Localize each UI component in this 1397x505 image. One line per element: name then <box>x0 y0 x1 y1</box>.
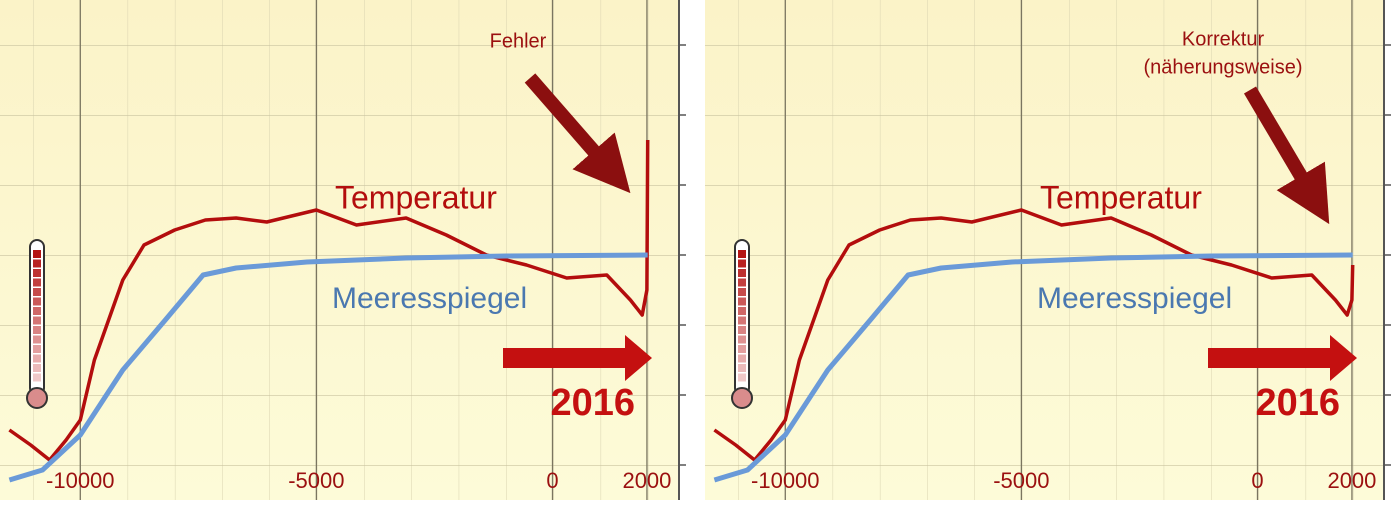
thermometer-segment <box>738 278 746 287</box>
thermometer-segment <box>738 326 746 334</box>
thermometer-segment <box>33 269 41 277</box>
thermometer-segment <box>738 354 746 363</box>
thermometer-segment <box>738 364 746 372</box>
thermometer-segment <box>33 354 41 363</box>
thermometer-segment <box>738 335 746 344</box>
thermometer-segment <box>33 373 41 382</box>
thermometer-segment <box>738 250 746 258</box>
series-label: Meeresspiegel <box>332 282 527 315</box>
x-tick-label: -10000 <box>751 468 820 493</box>
thermometer-segment <box>738 373 746 382</box>
thermometer-segment <box>33 326 41 334</box>
thermometer-segment <box>738 259 746 268</box>
thermometer-segment <box>33 259 41 268</box>
thermometer-segment <box>33 364 41 372</box>
annotation-arrow <box>1243 86 1330 225</box>
annotation: 2016 <box>1255 382 1340 424</box>
annotation-arrow <box>524 73 631 194</box>
year-arrow <box>1208 335 1357 381</box>
series-line <box>713 208 1355 462</box>
x-tick-label: 2000 <box>622 468 671 493</box>
horizontal-grid <box>705 0 1385 500</box>
x-tick-label: 2000 <box>1327 468 1376 493</box>
thermometer-segment <box>33 345 41 353</box>
x-tick-label: 0 <box>546 468 558 493</box>
x-tick-label: 0 <box>1251 468 1263 493</box>
annotation: (näherungsweise) <box>1144 56 1303 78</box>
series-label: Meeresspiegel <box>1037 282 1232 315</box>
thermometer-segment <box>33 335 41 344</box>
thermometer-segment <box>738 269 746 277</box>
thermometer-segment <box>33 297 41 306</box>
thermometer-segment <box>33 307 41 315</box>
series-line <box>713 252 1353 483</box>
thermometer-segment <box>738 297 746 306</box>
horizontal-grid <box>0 0 680 500</box>
series-label: Temperatur <box>335 179 497 215</box>
panel: -10000 -5000 0 2000 Temperatur Meeresspiegel K… <box>705 0 1391 500</box>
x-tick-label: -5000 <box>993 468 1049 493</box>
thermometer-segment <box>33 288 41 296</box>
thermometer-segment <box>738 307 746 315</box>
thermometer-bulb <box>731 387 753 409</box>
thermometer-segment <box>33 250 41 258</box>
x-tick-label: -5000 <box>288 468 344 493</box>
thermometer-bulb <box>26 387 48 409</box>
annotation: 2016 <box>550 382 635 424</box>
series-line <box>8 252 648 483</box>
x-tick-label: -10000 <box>46 468 115 493</box>
annotation: Fehler <box>490 30 547 52</box>
thermometer-segment <box>33 278 41 287</box>
thermometer-segment <box>738 345 746 353</box>
panel: -10000 -5000 0 2000 Temperatur Meeresspiegel F… <box>0 0 686 500</box>
year-arrow <box>503 335 652 381</box>
thermometer-segment <box>738 316 746 325</box>
series-label: Temperatur <box>1040 179 1202 215</box>
annotation: Korrektur <box>1182 28 1265 50</box>
series-line <box>8 139 650 462</box>
thermometer-segment <box>738 288 746 296</box>
thermometer-segment <box>33 316 41 325</box>
